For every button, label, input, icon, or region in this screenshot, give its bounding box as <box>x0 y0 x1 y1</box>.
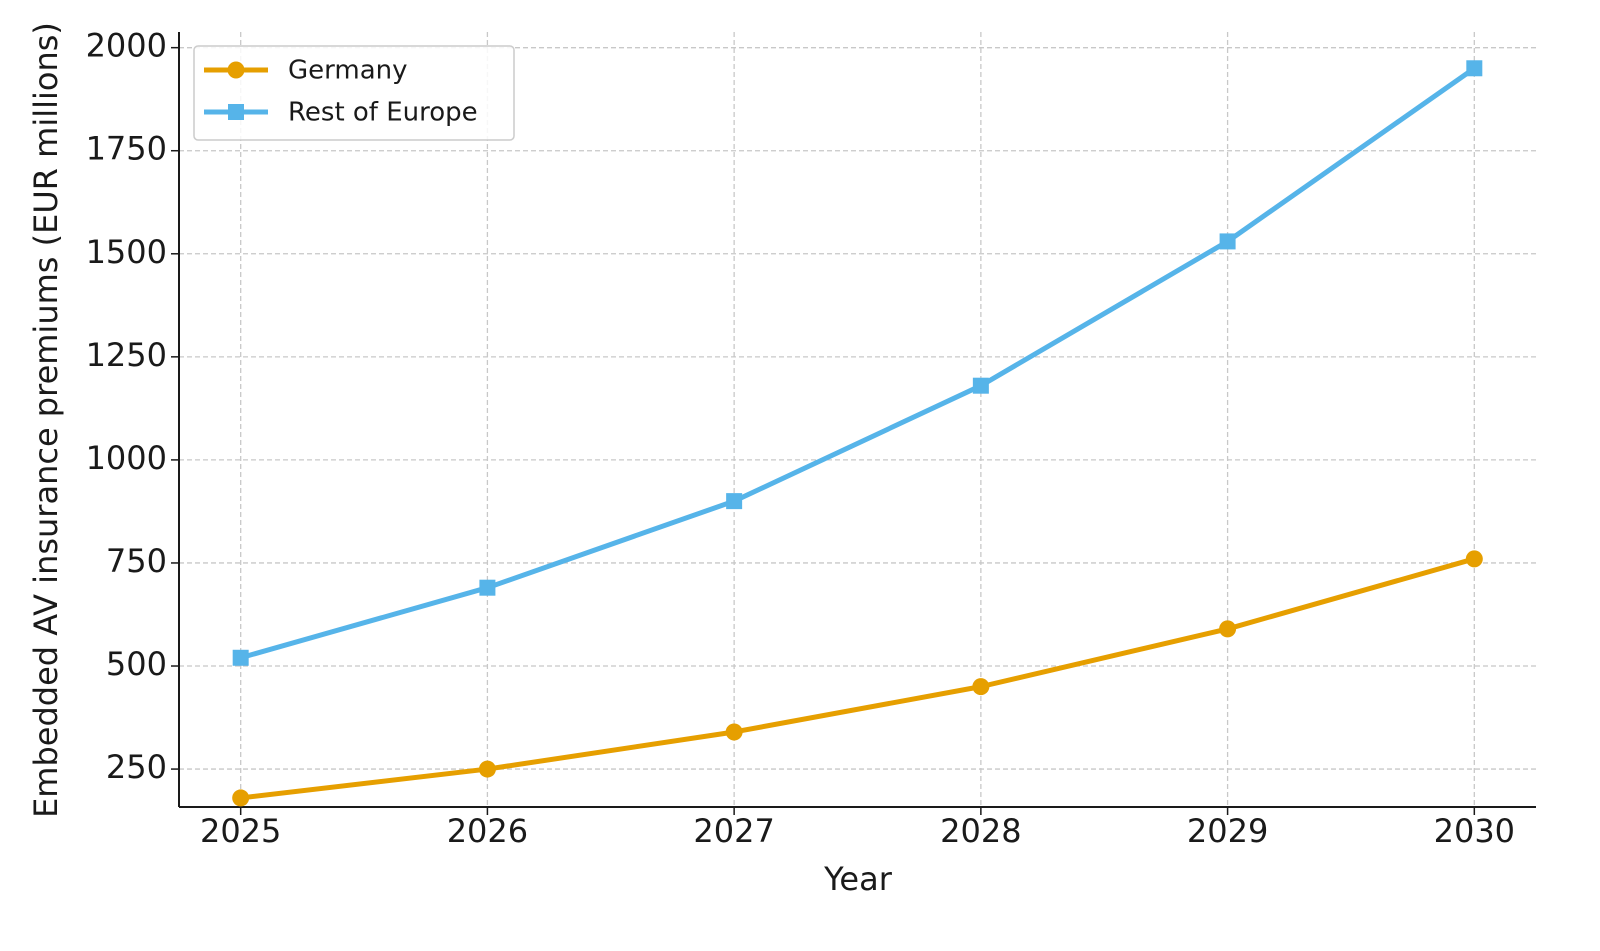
y-axis-label: Embedded AV insurance premiums (EUR mill… <box>27 22 65 818</box>
x-tick-label: 2029 <box>1187 812 1268 850</box>
legend-box <box>193 45 515 141</box>
data-point <box>1219 233 1236 250</box>
data-point <box>726 493 743 510</box>
y-tick-label: 1250 <box>86 336 167 374</box>
legend-marker <box>228 104 244 120</box>
y-tick-label: 500 <box>106 645 167 683</box>
y-tick-label: 1750 <box>86 130 167 168</box>
x-tick-label: 2028 <box>940 812 1021 850</box>
data-point <box>478 760 496 778</box>
data-point <box>972 678 990 696</box>
y-tick-label: 2000 <box>86 27 167 65</box>
legend-label: Germany <box>288 56 408 86</box>
x-axis-label: Year <box>823 860 893 898</box>
y-tick-label: 1500 <box>86 233 167 271</box>
x-tick-label: 2027 <box>693 812 774 850</box>
y-tick-label: 750 <box>106 542 167 580</box>
data-point <box>972 377 989 394</box>
data-point <box>725 723 743 741</box>
x-tick-label: 2030 <box>1434 812 1515 850</box>
series-line <box>240 556 1476 801</box>
x-tick-label: 2026 <box>447 812 528 850</box>
series-line <box>239 66 1476 661</box>
x-tick-label: 2025 <box>200 812 281 850</box>
data-point <box>1219 620 1237 638</box>
legend-marker <box>227 61 245 79</box>
y-tick-label: 1000 <box>86 439 167 477</box>
legend-label: Rest of Europe <box>288 98 478 128</box>
data-point <box>1466 60 1483 77</box>
data-point <box>232 789 250 807</box>
y-tick-label: 250 <box>106 748 167 786</box>
data-point <box>232 649 249 666</box>
legend: Germany Rest of Europe <box>193 45 515 141</box>
data-point <box>479 579 496 596</box>
data-point <box>1465 550 1483 568</box>
